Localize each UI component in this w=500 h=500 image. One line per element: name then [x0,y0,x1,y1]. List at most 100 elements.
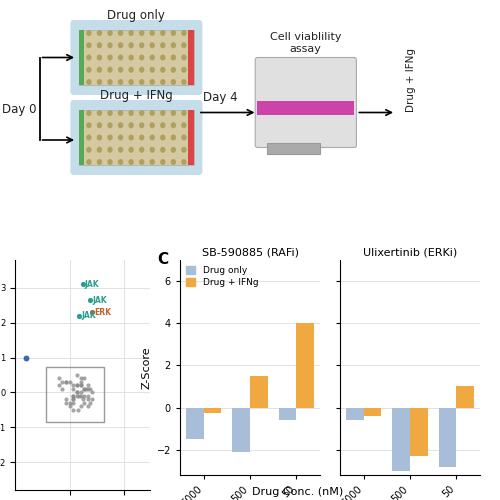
Circle shape [182,55,186,60]
Circle shape [150,43,154,48]
Circle shape [172,68,175,72]
Point [62,396,70,404]
Circle shape [172,31,175,35]
Circle shape [98,31,102,35]
Circle shape [129,31,133,35]
Circle shape [87,111,91,116]
Text: Drug only: Drug only [108,10,166,22]
Point [62,399,70,407]
Circle shape [108,111,112,116]
Circle shape [118,43,122,48]
Circle shape [161,148,165,152]
Circle shape [182,135,186,140]
Point [86,385,94,393]
Circle shape [118,31,122,35]
Text: JAK: JAK [84,280,100,289]
Circle shape [140,43,143,48]
Point [84,382,92,390]
Circle shape [140,160,143,164]
Point [70,385,78,393]
Point [80,385,88,393]
Circle shape [98,80,102,84]
Circle shape [108,68,112,72]
Circle shape [140,31,143,35]
Circle shape [108,80,112,84]
Circle shape [172,80,175,84]
Bar [79,30,84,85]
Point [70,406,78,414]
Point [80,385,88,393]
Circle shape [87,135,91,140]
Bar [296,323,314,407]
Circle shape [108,31,112,35]
Circle shape [140,80,143,84]
Circle shape [140,135,143,140]
Title: Ulixertinib (ERKi): Ulixertinib (ERKi) [363,248,457,258]
Circle shape [161,55,165,60]
Point [75,312,83,320]
Point [76,392,84,400]
Point [73,388,81,396]
Point [76,402,84,410]
Circle shape [87,80,91,84]
FancyBboxPatch shape [70,100,202,175]
Circle shape [129,80,133,84]
Text: Day 0: Day 0 [2,104,36,117]
Circle shape [129,43,133,48]
Circle shape [161,80,165,84]
Circle shape [161,160,165,164]
Point [76,382,84,390]
Point [76,382,84,390]
Circle shape [182,31,186,35]
Circle shape [98,43,102,48]
Circle shape [140,148,143,152]
Circle shape [87,55,91,60]
Circle shape [129,148,133,152]
Bar [258,101,354,115]
Circle shape [108,148,112,152]
Text: Day 4: Day 4 [202,91,237,104]
Point [58,385,66,393]
Circle shape [161,123,165,128]
Y-axis label: Z-Score: Z-Score [141,346,151,389]
Point [80,399,88,407]
Point [86,296,94,304]
FancyBboxPatch shape [70,20,202,95]
Circle shape [182,68,186,72]
Point [70,392,78,400]
Bar [346,408,364,420]
Point [76,388,84,396]
Circle shape [161,135,165,140]
Text: Cell viablility
assay: Cell viablility assay [270,32,342,54]
Point [73,382,81,390]
Point [62,378,70,386]
Bar [204,408,222,413]
Bar [410,408,428,456]
Circle shape [150,123,154,128]
Circle shape [161,43,165,48]
Text: Drug Conc. (nM): Drug Conc. (nM) [252,487,343,497]
Bar [79,30,194,85]
Point [88,388,96,396]
Circle shape [129,135,133,140]
Circle shape [182,160,186,164]
Legend: Drug only, Drug + IFNg: Drug only, Drug + IFNg [184,264,260,289]
Point [75,392,83,400]
Point [62,378,70,386]
Text: JAK: JAK [81,312,96,320]
Point [58,378,66,386]
Circle shape [150,111,154,116]
Point [82,385,90,393]
Circle shape [172,148,175,152]
Bar [79,110,84,165]
Circle shape [172,55,175,60]
Point [73,388,81,396]
Circle shape [172,135,175,140]
Circle shape [98,135,102,140]
Circle shape [140,111,143,116]
Point [70,399,78,407]
Circle shape [150,135,154,140]
Circle shape [118,148,122,152]
Point [70,392,78,400]
Point [70,396,78,404]
